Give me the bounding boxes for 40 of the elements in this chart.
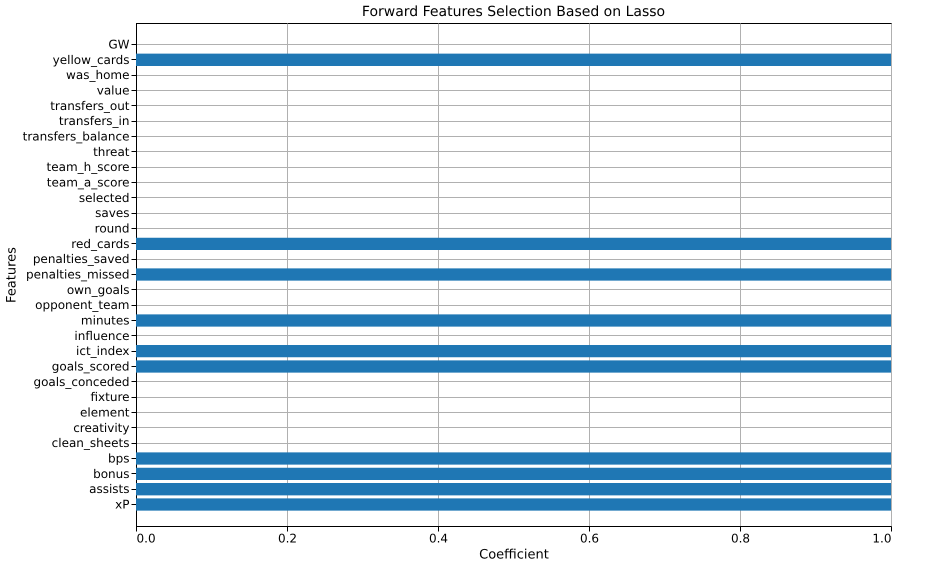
x-tick-label: 0.4 [428, 532, 448, 546]
y-tick-label: value [96, 83, 130, 98]
y-tick-label: assists [89, 482, 130, 496]
x-tick-label: 0.0 [136, 532, 156, 546]
x-tick-label: 0.8 [730, 532, 750, 546]
y-tick-label: was_home [66, 68, 130, 82]
y-tick-label: goals_scored [52, 360, 130, 374]
y-tick-label: GW [108, 37, 130, 52]
y-tick-label: influence [74, 328, 130, 343]
x-tick-label: 1.0 [872, 532, 892, 546]
y-tick-label: selected [78, 190, 130, 205]
y-tick-label: bps [108, 452, 130, 466]
y-tick-label: transfers_out [50, 98, 130, 113]
y-tick-label: bonus [93, 466, 130, 481]
y-tick-label: ict_index [76, 344, 130, 358]
x-tick-label: 0.2 [278, 532, 298, 546]
y-axis-title: Features [4, 246, 20, 303]
y-tick-label: round [94, 221, 130, 236]
y-tick-label: opponent_team [35, 298, 130, 312]
y-tick-label: creativity [73, 420, 130, 435]
y-tick-label: penalties_missed [26, 268, 130, 282]
y-tick-label: xP [115, 498, 130, 512]
y-tick-label: goals_conceded [33, 374, 130, 389]
y-tick-label: minutes [80, 314, 130, 328]
y-tick-label: team_h_score [46, 160, 130, 174]
y-tick-label: clean_sheets [52, 436, 130, 450]
y-tick-label: threat [93, 144, 130, 159]
y-tick-label: fixture [90, 390, 130, 404]
y-tick-label: red_cards [71, 236, 130, 251]
y-tick-label: own_goals [66, 282, 130, 297]
y-tick-label: element [80, 406, 130, 420]
y-tick-label: yellow_cards [52, 52, 130, 67]
y-tick-label: penalties_saved [32, 252, 130, 266]
y-tick-label: team_a_score [46, 175, 130, 190]
y-tick-label: transfers_in [58, 114, 130, 128]
y-tick-label: saves [95, 206, 130, 220]
x-tick-label: 0.6 [580, 532, 600, 546]
x-axis-title: Coefficient [479, 548, 549, 562]
y-tick-label: transfers_balance [22, 129, 130, 144]
chart-title: Forward Features Selection Based on Lasso [362, 4, 666, 20]
